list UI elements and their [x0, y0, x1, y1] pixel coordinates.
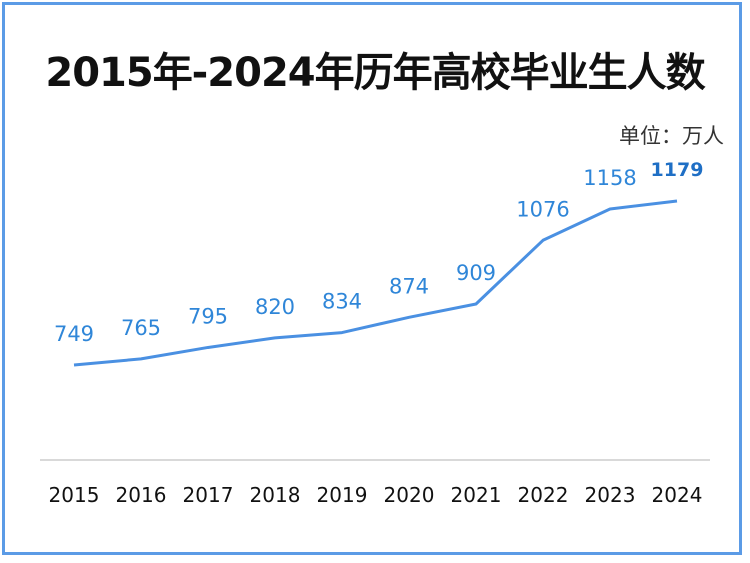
x-tick-label: 2023	[585, 483, 636, 507]
data-label: 874	[389, 274, 429, 298]
series-line	[73, 199, 678, 367]
chart-title: 2015年-2024年历年高校毕业生人数	[45, 50, 705, 96]
x-tick-label: 2021	[451, 483, 502, 507]
x-tick-label: 2020	[384, 483, 435, 507]
data-label: 765	[121, 316, 161, 340]
x-tick-label: 2018	[250, 483, 301, 507]
x-tick-label: 2019	[317, 483, 368, 507]
x-tick-label: 2024	[652, 483, 703, 507]
data-label: 834	[322, 290, 362, 314]
unit-label: 单位：万人	[619, 124, 724, 148]
x-tick-label: 2016	[116, 483, 167, 507]
data-label: 749	[54, 322, 94, 346]
x-tick-label: 2015	[49, 483, 100, 507]
data-label: 1179	[651, 159, 704, 181]
data-label: 909	[456, 261, 496, 285]
chart-frame	[2, 2, 742, 555]
x-tick-label: 2017	[183, 483, 234, 507]
data-label: 1076	[516, 197, 569, 221]
data-label: 1158	[583, 166, 636, 190]
x-tick-label: 2022	[518, 483, 569, 507]
data-label: 795	[188, 304, 228, 328]
data-label: 820	[255, 295, 295, 319]
